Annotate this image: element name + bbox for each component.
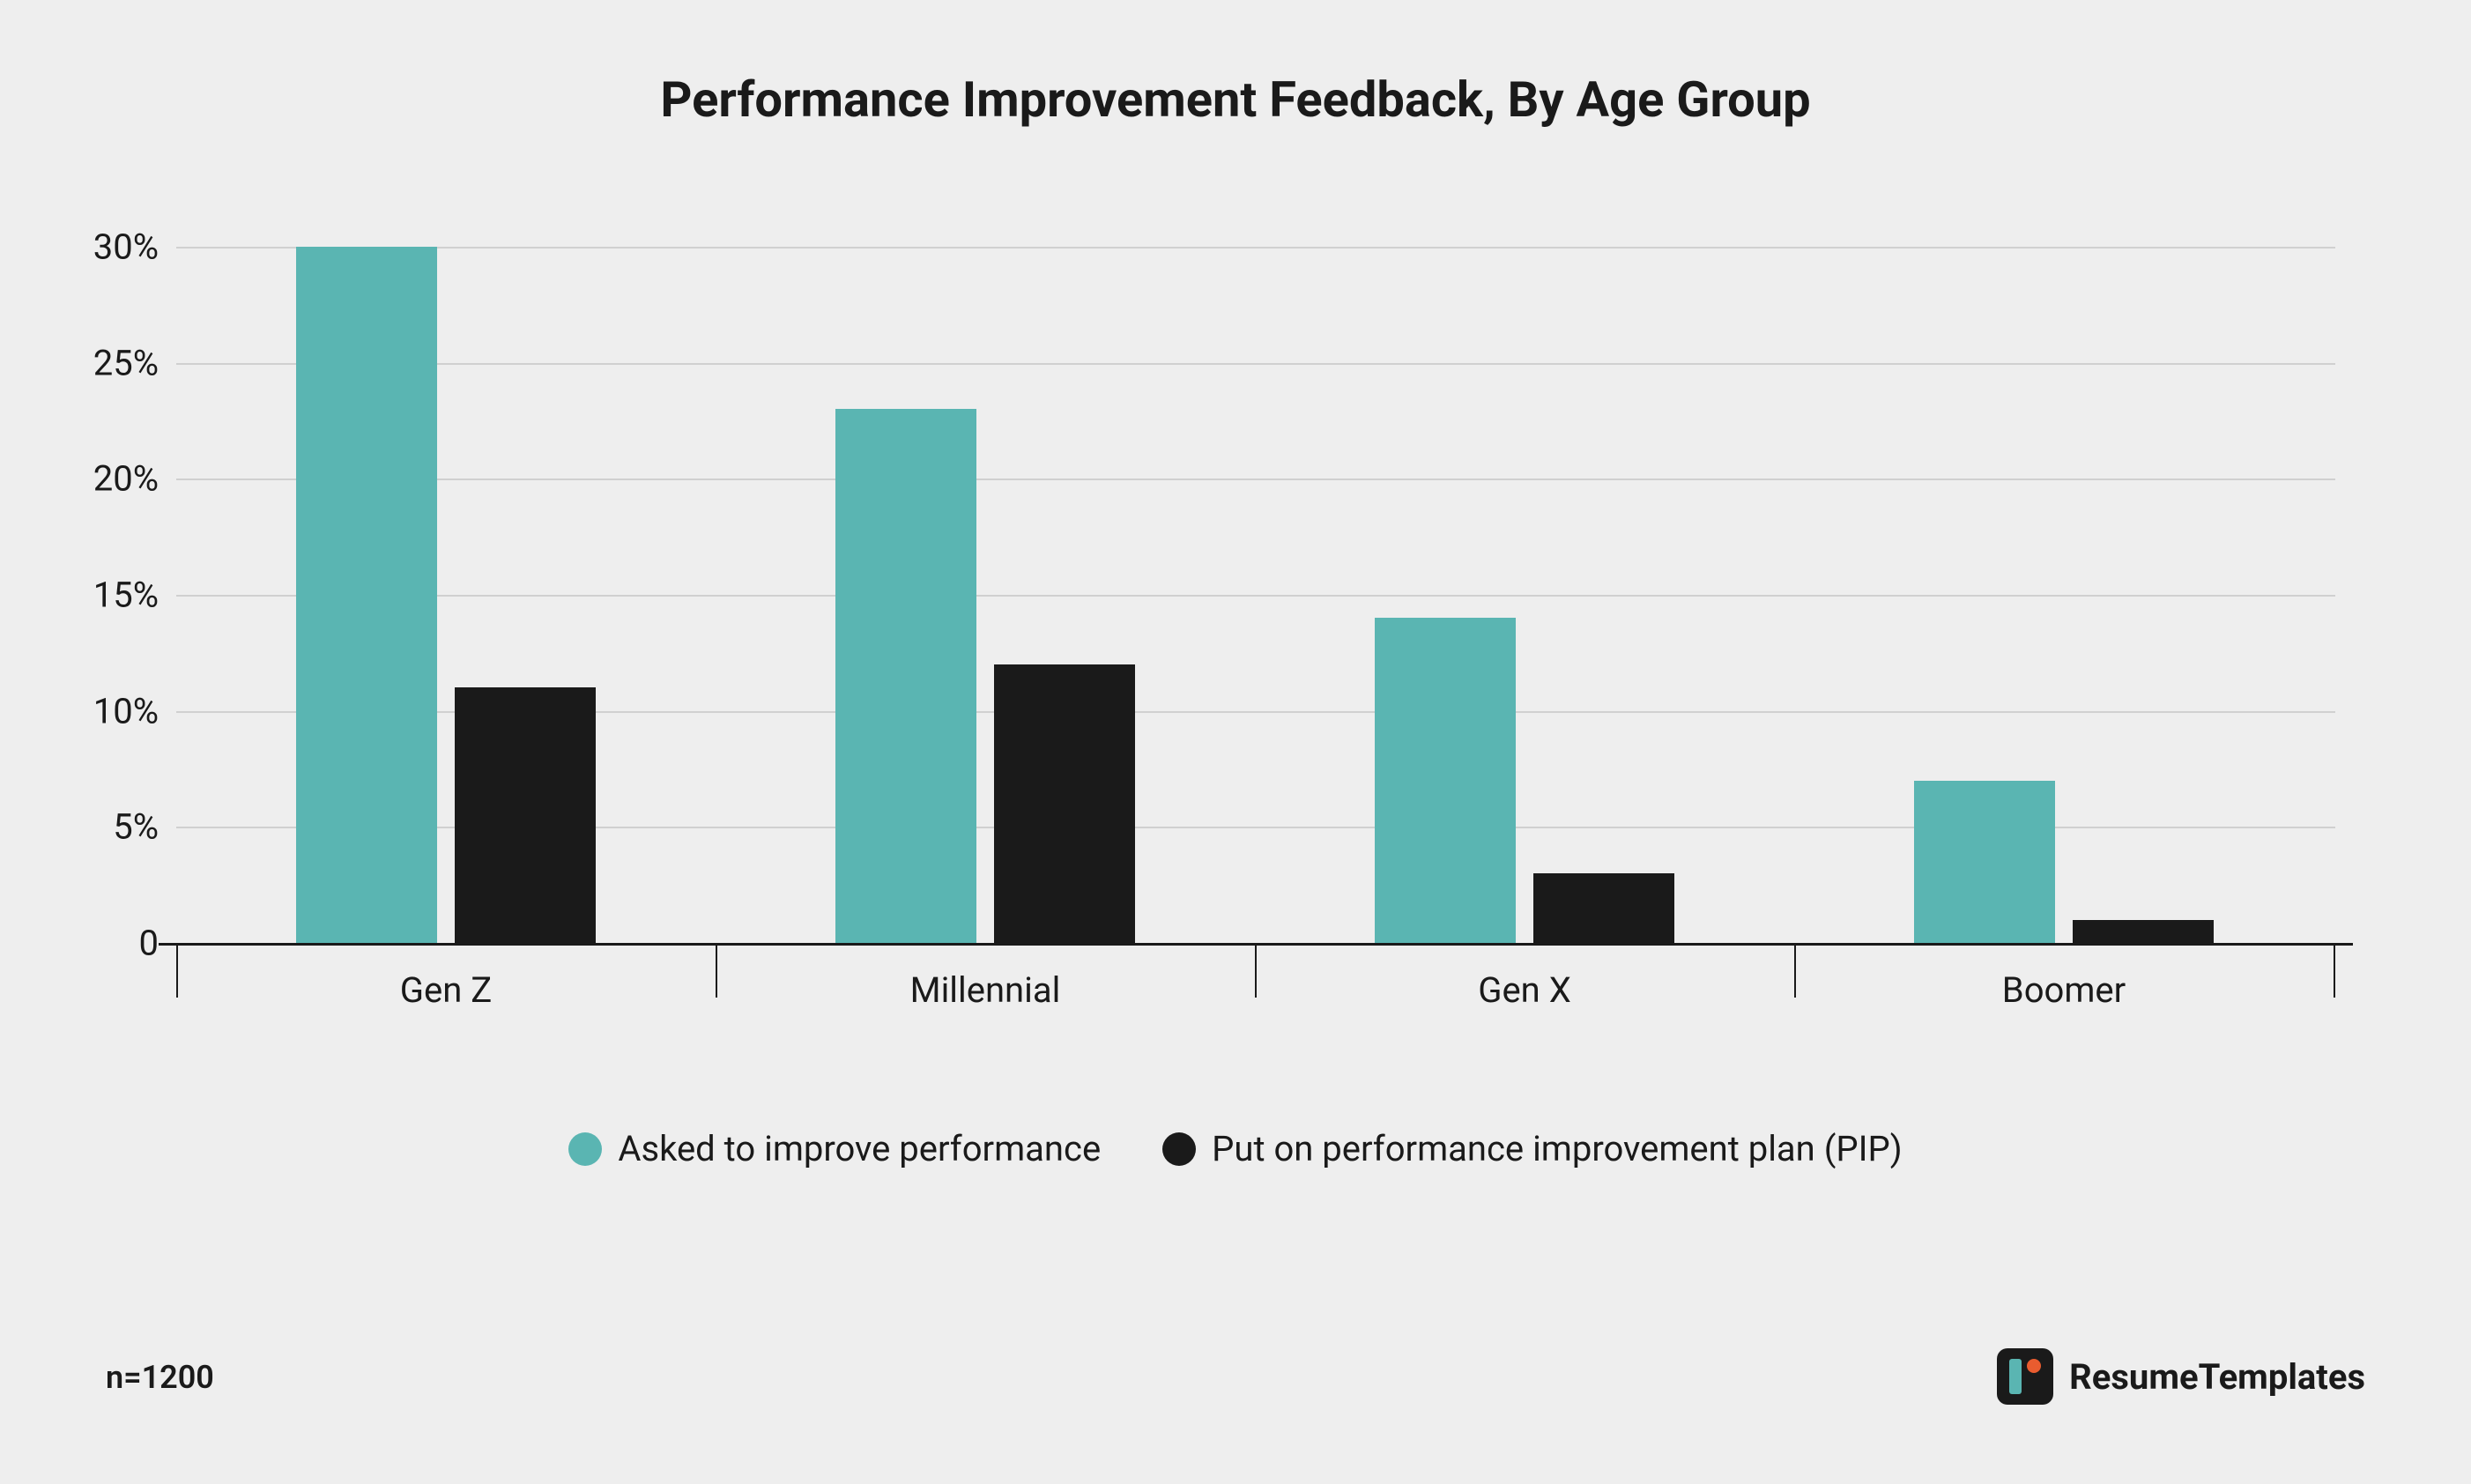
gridline xyxy=(176,479,2335,480)
bar xyxy=(1533,873,1674,943)
bar xyxy=(835,409,976,943)
plot-area: 05%10%15%20%25%30% xyxy=(176,247,2335,943)
x-tick-label: Gen X xyxy=(1478,969,1571,1011)
x-tick-label: Boomer xyxy=(2002,969,2126,1011)
y-tick-label: 0 xyxy=(139,923,159,964)
brand-name: ResumeTemplates xyxy=(2069,1356,2365,1398)
y-tick-label: 25% xyxy=(93,342,159,383)
brand: ResumeTemplates xyxy=(1997,1348,2365,1405)
gridline xyxy=(176,247,2335,249)
bar xyxy=(455,687,596,943)
y-tick-label: 15% xyxy=(93,575,159,616)
x-tick-mark xyxy=(1255,945,1257,998)
bar xyxy=(1914,781,2055,943)
legend: Asked to improve performance Put on perf… xyxy=(0,1128,2471,1169)
bar xyxy=(296,247,437,943)
legend-dot-pip xyxy=(1162,1132,1196,1166)
x-tick-label: Gen Z xyxy=(400,969,492,1011)
chart-container: Performance Improvement Feedback, By Age… xyxy=(0,0,2471,1484)
chart-area: 05%10%15%20%25%30% Gen Z Millennial Gen X B… xyxy=(176,247,2335,1013)
legend-label-asked: Asked to improve performance xyxy=(618,1128,1101,1169)
bar xyxy=(2073,920,2214,943)
y-tick-label: 20% xyxy=(93,458,159,500)
brand-icon xyxy=(1997,1348,2053,1405)
legend-item-asked: Asked to improve performance xyxy=(568,1128,1101,1169)
x-tick-mark xyxy=(2334,945,2335,998)
sample-size-note: n=1200 xyxy=(106,1359,214,1396)
legend-item-pip: Put on performance improvement plan (PIP… xyxy=(1162,1128,1903,1169)
gridline xyxy=(176,363,2335,365)
legend-dot-asked xyxy=(568,1132,602,1166)
chart-title: Performance Improvement Feedback, By Age… xyxy=(0,70,2471,129)
y-tick-label: 30% xyxy=(93,226,159,268)
gridline xyxy=(176,595,2335,597)
y-tick-label: 10% xyxy=(93,690,159,731)
x-tick-mark xyxy=(1794,945,1796,998)
bar xyxy=(994,664,1135,943)
x-tick-mark xyxy=(716,945,717,998)
y-tick-label: 5% xyxy=(113,806,159,848)
x-tick-label: Millennial xyxy=(910,969,1061,1011)
x-tick-mark xyxy=(176,945,178,998)
legend-label-pip: Put on performance improvement plan (PIP… xyxy=(1212,1128,1903,1169)
bar xyxy=(1375,618,1516,943)
